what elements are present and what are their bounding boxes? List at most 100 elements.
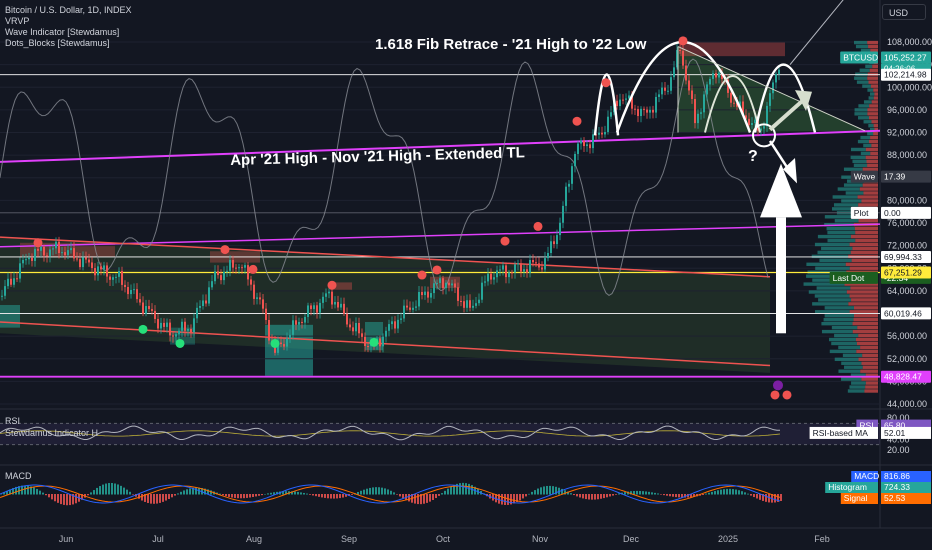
legend-wave-indicator[interactable]: Wave Indicator [Stewdamus] bbox=[5, 27, 120, 37]
volume-profile-bar bbox=[851, 381, 866, 385]
macd-histogram-bar bbox=[573, 494, 575, 496]
candle bbox=[409, 307, 411, 310]
legend-vrvp[interactable]: VRVP bbox=[5, 16, 30, 26]
volume-profile-bar bbox=[863, 191, 878, 195]
candle bbox=[313, 305, 315, 310]
macd-histogram-bar bbox=[516, 494, 518, 503]
volume-profile-bar bbox=[873, 88, 878, 92]
macd-histogram-bar bbox=[390, 490, 392, 495]
candle bbox=[571, 166, 573, 184]
candle bbox=[100, 266, 102, 270]
legend-dots-blocks[interactable]: Dots_Blocks [Stewdamus] bbox=[5, 38, 110, 48]
volume-profile-bar bbox=[867, 108, 878, 112]
candle bbox=[124, 284, 126, 288]
volume-profile-bar bbox=[859, 187, 878, 191]
symbol-title[interactable]: Bitcoin / U.S. Dollar, 1D, INDEX bbox=[5, 5, 132, 15]
volume-profile-bar bbox=[851, 258, 878, 263]
time-tick-label: Jul bbox=[152, 534, 164, 544]
macd-histogram-bar bbox=[63, 494, 65, 505]
candle bbox=[544, 258, 546, 270]
macd-histogram-bar bbox=[726, 488, 728, 495]
macd-histogram-bar bbox=[297, 491, 299, 495]
macd-histogram-bar bbox=[273, 492, 275, 495]
macd-histogram-bar bbox=[87, 494, 89, 496]
macd-histogram-bar bbox=[456, 483, 458, 495]
candle bbox=[160, 322, 162, 329]
volume-profile-bar bbox=[814, 310, 850, 314]
volume-profile-bar bbox=[824, 215, 855, 219]
green-dot bbox=[270, 338, 280, 348]
candle bbox=[157, 318, 159, 329]
candle bbox=[28, 257, 30, 260]
macd-histogram-bar bbox=[204, 488, 206, 495]
candle bbox=[145, 306, 147, 314]
volume-profile-bar bbox=[852, 321, 878, 326]
candle bbox=[616, 100, 618, 107]
candle bbox=[511, 272, 513, 274]
macd-histogram-bar bbox=[426, 494, 428, 503]
macd-title[interactable]: MACD bbox=[5, 471, 32, 481]
volume-profile-bar bbox=[843, 183, 863, 187]
macd-histogram-bar bbox=[681, 494, 683, 498]
rsi-tick-label: 80.00 bbox=[887, 413, 910, 423]
candle bbox=[103, 265, 105, 270]
macd-histogram-bar bbox=[189, 488, 191, 495]
price-tag-label-bg bbox=[850, 206, 878, 219]
macd-histogram-bar bbox=[138, 494, 140, 499]
candle bbox=[619, 99, 621, 107]
time-tick-label: Feb bbox=[814, 534, 830, 544]
volume-profile-bar bbox=[816, 286, 851, 290]
candle bbox=[97, 266, 99, 276]
candle bbox=[73, 248, 75, 259]
macd-histogram-bar bbox=[525, 494, 527, 497]
volume-profile-bar bbox=[849, 310, 878, 314]
candle bbox=[529, 260, 531, 273]
macd-histogram-bar bbox=[24, 485, 26, 495]
candle bbox=[142, 302, 144, 314]
volume-profile-bar bbox=[843, 167, 863, 171]
candle bbox=[559, 222, 561, 236]
candle bbox=[196, 307, 198, 319]
volume-profile-bar bbox=[870, 48, 878, 53]
macd-histogram-bar bbox=[711, 491, 713, 495]
rsi-title[interactable]: RSI bbox=[5, 416, 21, 426]
candle bbox=[211, 281, 213, 288]
red-dot bbox=[327, 280, 337, 290]
candle bbox=[472, 305, 474, 308]
candle bbox=[46, 255, 48, 257]
candle bbox=[217, 271, 219, 276]
volume-profile-bar bbox=[869, 68, 878, 72]
macd-tag-bg bbox=[881, 471, 931, 482]
macd-histogram-bar bbox=[369, 487, 371, 495]
macd-histogram-bar bbox=[366, 488, 368, 495]
macd-histogram-bar bbox=[552, 486, 554, 495]
volume-profile-bar bbox=[873, 96, 878, 100]
candle bbox=[583, 140, 585, 147]
rsi-subtitle[interactable]: Stewdamus Indicator H bbox=[5, 428, 99, 438]
macd-histogram-bar bbox=[519, 494, 521, 501]
candle bbox=[214, 271, 216, 282]
macd-histogram-bar bbox=[639, 490, 641, 495]
candle bbox=[604, 131, 606, 135]
candle bbox=[346, 313, 348, 325]
currency-button[interactable]: USD bbox=[882, 4, 926, 20]
macd-histogram-bar bbox=[231, 494, 233, 498]
candle bbox=[286, 338, 288, 347]
macd-histogram-bar bbox=[150, 494, 152, 504]
candle bbox=[685, 65, 687, 81]
macd-histogram-bar bbox=[330, 494, 332, 499]
macd-histogram-bar bbox=[375, 487, 377, 495]
macd-histogram-bar bbox=[45, 494, 47, 496]
macd-histogram-bar bbox=[315, 494, 317, 497]
volume-profile-bar bbox=[867, 112, 878, 116]
macd-histogram-bar bbox=[684, 494, 686, 498]
down-arrow-head bbox=[783, 157, 797, 184]
up-arrow-head bbox=[795, 90, 812, 112]
candle bbox=[634, 108, 636, 110]
volume-profile-bar bbox=[814, 294, 850, 298]
volume-profile-bar bbox=[831, 207, 858, 211]
macd-tag-bg bbox=[881, 482, 931, 493]
macd-histogram-bar bbox=[30, 486, 32, 495]
macd-tag-value: 816.86 bbox=[884, 471, 910, 481]
